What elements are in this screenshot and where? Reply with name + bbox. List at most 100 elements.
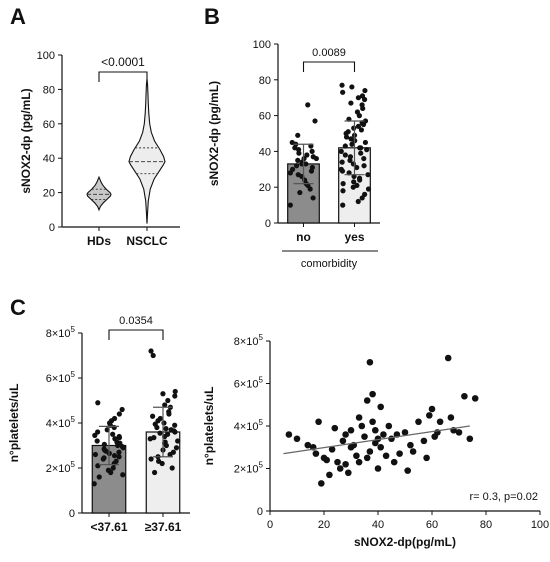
data-point bbox=[150, 413, 156, 419]
y-tick-label: 4×105 bbox=[46, 415, 76, 430]
y-tick-label: 0 bbox=[69, 508, 75, 520]
y-tick-label: 80 bbox=[43, 84, 55, 96]
correlation-annotation: r= 0.3, p=0.02 bbox=[470, 491, 539, 503]
data-point bbox=[365, 172, 371, 178]
data-point bbox=[362, 87, 368, 94]
x-category-label: ≥37.61 bbox=[145, 520, 182, 534]
data-point bbox=[312, 118, 318, 124]
data-point bbox=[116, 454, 122, 460]
data-point bbox=[348, 100, 354, 106]
scatter-point bbox=[396, 450, 403, 457]
data-point bbox=[296, 150, 302, 156]
y-tick-label: 60 bbox=[43, 119, 55, 131]
data-point bbox=[357, 177, 363, 183]
data-point bbox=[340, 89, 346, 95]
panel-letter-a: A bbox=[10, 4, 26, 29]
scatter-point bbox=[415, 418, 422, 426]
data-point bbox=[157, 430, 163, 436]
y-tick-label: 2×105 bbox=[234, 461, 264, 476]
data-point bbox=[358, 127, 365, 133]
scatter-point bbox=[366, 448, 374, 455]
data-point bbox=[358, 150, 364, 156]
y-axis-label: n°platelets/uL bbox=[202, 387, 216, 466]
data-point bbox=[295, 157, 301, 163]
scatter-point bbox=[380, 431, 387, 438]
y-tick-label: 80 bbox=[259, 75, 271, 87]
data-point bbox=[120, 472, 126, 478]
regression-line bbox=[283, 425, 470, 455]
y-tick-label: 20 bbox=[43, 188, 55, 200]
scatter-point bbox=[377, 443, 385, 451]
data-point bbox=[162, 402, 168, 408]
data-point bbox=[111, 424, 117, 431]
scatter-point bbox=[409, 448, 417, 455]
scatter-point bbox=[428, 405, 436, 413]
data-point bbox=[355, 198, 361, 205]
scatter-point bbox=[318, 480, 325, 487]
data-point bbox=[154, 424, 160, 431]
scatter-point bbox=[436, 418, 444, 426]
data-point bbox=[116, 435, 123, 441]
significance-bracket bbox=[98, 71, 148, 82]
data-point bbox=[119, 406, 125, 413]
data-point bbox=[100, 456, 106, 462]
data-point bbox=[166, 411, 172, 417]
y-axis-label: n°platelets/uL bbox=[7, 384, 21, 463]
data-point bbox=[355, 123, 362, 129]
scatter-point bbox=[382, 452, 390, 460]
data-point bbox=[173, 445, 180, 451]
scatter-point bbox=[285, 431, 293, 438]
scatter-point bbox=[328, 446, 336, 453]
scatter-point bbox=[353, 452, 360, 460]
scatter-point bbox=[339, 437, 347, 445]
data-point bbox=[303, 161, 309, 167]
y-tick-label: 0 bbox=[265, 218, 271, 230]
data-point bbox=[310, 195, 316, 201]
significance-bracket bbox=[302, 61, 356, 72]
data-point bbox=[338, 148, 344, 154]
data-point bbox=[340, 202, 346, 208]
data-point bbox=[364, 147, 370, 153]
data-point bbox=[339, 82, 345, 88]
scatter-point bbox=[420, 437, 428, 445]
x-tick-label: 40 bbox=[372, 519, 384, 531]
scatter-point bbox=[461, 392, 468, 400]
data-point bbox=[355, 95, 361, 101]
scatter-point bbox=[426, 412, 433, 419]
y-tick-label: 8×105 bbox=[234, 333, 264, 348]
data-point bbox=[169, 465, 175, 471]
scatter-point bbox=[455, 429, 463, 436]
y-tick-label: 40 bbox=[259, 146, 271, 158]
x-axis-label: sNOX2-dp(pg/mL) bbox=[354, 535, 456, 549]
data-point bbox=[342, 143, 348, 149]
data-point bbox=[360, 105, 366, 112]
scatter-point bbox=[315, 418, 322, 426]
data-point bbox=[354, 164, 360, 171]
scatter-point bbox=[388, 435, 395, 443]
data-point bbox=[339, 159, 345, 165]
x-category-label: NSCLC bbox=[126, 234, 168, 248]
data-point bbox=[305, 102, 311, 108]
x-category-label: HDs bbox=[87, 234, 111, 248]
x-category-label: <37.61 bbox=[90, 520, 127, 534]
data-point bbox=[307, 186, 313, 192]
scatter-point bbox=[444, 354, 452, 362]
data-point bbox=[356, 113, 362, 119]
scatter-point bbox=[407, 441, 414, 449]
scatter-point bbox=[355, 458, 363, 466]
data-point bbox=[167, 451, 173, 458]
x-axis-label: comorbidity bbox=[301, 258, 358, 270]
data-point bbox=[116, 449, 122, 455]
scatter-point bbox=[323, 456, 331, 464]
scatter-point bbox=[372, 426, 379, 434]
scatter-point bbox=[293, 435, 301, 443]
y-tick-label: 100 bbox=[253, 39, 271, 51]
data-point bbox=[293, 163, 300, 169]
scatter-point bbox=[345, 469, 352, 477]
data-point bbox=[349, 84, 355, 90]
violin-hds bbox=[86, 175, 112, 212]
data-point bbox=[361, 163, 367, 169]
x-category-label: no bbox=[296, 230, 311, 244]
scatter-point bbox=[334, 458, 341, 466]
scatter-point bbox=[385, 422, 393, 430]
